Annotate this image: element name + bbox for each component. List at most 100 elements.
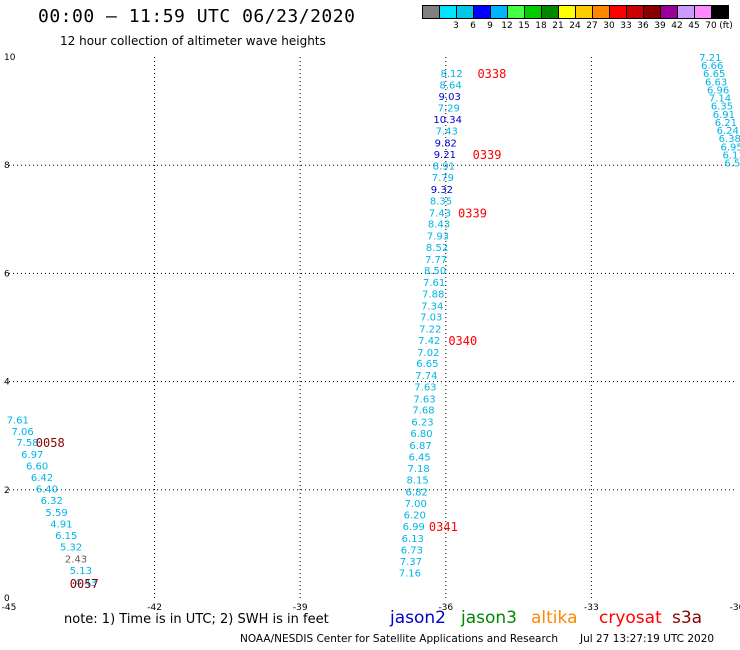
wave-height-label: 7.68 — [412, 406, 434, 417]
wave-height-label: 6.15 — [55, 531, 77, 542]
wave-height-label: 6.66 — [701, 61, 723, 72]
mission-altika: altika — [531, 608, 578, 628]
wave-height-label: 4.91 — [50, 519, 72, 530]
mission-jason3: jason3 — [461, 608, 517, 628]
wave-height-label: 7.06 — [11, 427, 33, 438]
wave-height-label: 7.00 — [405, 499, 427, 510]
colorbar-label: 33 — [620, 21, 632, 31]
wave-height-label: 6.87 — [409, 441, 431, 452]
mission-cryosat: cryosat — [599, 608, 662, 628]
wave-height-label: 7.77 — [425, 255, 447, 266]
colorbar-swatch — [711, 5, 729, 19]
wave-height-label: 8.64 — [440, 81, 462, 92]
wave-height-label: 7.34 — [421, 301, 443, 312]
wave-height-label: 6.80 — [410, 429, 432, 440]
wave-height-label: 8.15 — [407, 476, 429, 487]
wave-height-label: 6.63 — [705, 77, 727, 88]
time-label: 0339 — [458, 206, 487, 220]
y-tick-label: 6 — [4, 269, 10, 279]
colorbar-label: 42 — [671, 21, 683, 31]
wave-height-label: 7.03 — [420, 313, 442, 324]
wave-height-label: 5.32 — [60, 543, 82, 554]
x-tick-label: -45 — [2, 603, 17, 613]
wave-height-label: 6.96 — [707, 85, 729, 96]
wave-height-label: 6.24 — [717, 126, 739, 137]
x-tick-label: -33 — [584, 603, 599, 613]
wave-height-label: 6.99 — [403, 522, 425, 533]
wave-height-label: 6.91 — [713, 110, 735, 121]
wave-height-label: 7.93 — [427, 232, 449, 243]
colorbar-label: 70 — [705, 21, 717, 31]
wave-height-label: 7.79 — [432, 173, 454, 184]
wave-height-label: 4.43 — [75, 578, 97, 589]
colorbar-label: 6 — [470, 21, 476, 31]
footer-note: note: 1) Time is in UTC; 2) SWH is in fe… — [64, 612, 329, 627]
wave-height-label: 6.20 — [404, 511, 426, 522]
wave-height-label: 6.73 — [401, 545, 423, 556]
generated-timestamp: Jul 27 13:27:19 UTC 2020 — [580, 633, 715, 645]
time-label: 0338 — [477, 67, 506, 81]
y-tick-label: 2 — [4, 486, 10, 496]
wave-height-label: 6.45 — [408, 452, 430, 463]
wave-height-label: 6.95 — [721, 142, 740, 153]
time-label: 0339 — [473, 148, 502, 162]
wave-height-label: 9.03 — [439, 92, 461, 103]
x-tick-label: -30 — [730, 603, 740, 613]
wave-height-label: 6.23 — [411, 418, 433, 429]
wave-height-label: 6.13 — [402, 534, 424, 545]
wave-height-label: 7.63 — [414, 382, 436, 393]
colorbar-label: 45 — [688, 21, 700, 31]
wave-height-label: 8.52 — [426, 243, 448, 254]
colorbar-label: 30 — [603, 21, 615, 31]
wave-height-label: 5.13 — [70, 566, 92, 577]
wave-height-label: 7.29 — [438, 103, 460, 114]
time-label: 0341 — [429, 520, 458, 534]
wave-height-label: 6.65 — [703, 69, 725, 80]
wave-height-label: 8.50 — [424, 266, 446, 277]
y-tick-label: 10 — [4, 53, 16, 63]
wave-height-label: 6.21 — [715, 118, 737, 129]
colorbar-label: 36 — [637, 21, 649, 31]
mission-s3a: s3a — [672, 608, 703, 628]
chart-subtitle: 12 hour collection of altimeter wave hei… — [60, 34, 326, 48]
wave-height-label: 6.82 — [406, 487, 428, 498]
wave-height-label: 2.43 — [65, 555, 87, 566]
wave-height-label: 7.63 — [413, 394, 435, 405]
x-tick-label: -36 — [438, 603, 453, 613]
wave-height-label: 7.61 — [7, 415, 29, 426]
wave-height-label: 7.16 — [399, 569, 421, 580]
wave-height-label: 7.02 — [417, 348, 439, 359]
chart-title: 00:00 — 11:59 UTC 06/23/2020 — [38, 6, 356, 27]
colorbar-label: 12 — [501, 21, 513, 31]
wave-height-label: 6.35 — [711, 102, 733, 113]
mission-jason2: jason2 — [390, 608, 446, 628]
wave-height-label: 7.74 — [415, 371, 437, 382]
wave-height-label: 6.60 — [26, 461, 48, 472]
wave-height-label: 7.88 — [422, 289, 444, 300]
wave-height-label: 6.11 — [722, 150, 740, 161]
wave-height-label: 7.14 — [709, 94, 731, 105]
colorbar-label: 15 — [518, 21, 530, 31]
wave-height-label: 6.65 — [416, 359, 438, 370]
y-tick-label: 8 — [4, 161, 10, 171]
time-label: 0057 — [70, 577, 99, 591]
wave-height-label: 5.59 — [45, 508, 67, 519]
wave-height-label: 8.12 — [440, 69, 462, 80]
wave-height-label: 7.43 — [436, 127, 458, 138]
colorbar-label: 24 — [569, 21, 581, 31]
colorbar-label: 3 — [453, 21, 459, 31]
wave-height-label: 7.58 — [16, 438, 38, 449]
time-label: 0340 — [448, 334, 477, 348]
wave-height-label: 7.61 — [423, 278, 445, 289]
colorbar-label: 39 — [654, 21, 666, 31]
y-tick-label: 0 — [4, 594, 10, 604]
y-tick-label: 4 — [4, 378, 10, 388]
wave-height-label: 9.82 — [435, 138, 457, 149]
colorbar-label: 27 — [586, 21, 598, 31]
wave-height-label: 8.43 — [428, 220, 450, 231]
wave-height-label: 8.35 — [430, 196, 452, 207]
credit-line: NOAA/NESDIS Center for Satellite Applica… — [240, 633, 558, 645]
wave-height-label: 7.18 — [407, 464, 429, 475]
wave-height-label: 7.22 — [419, 325, 441, 336]
